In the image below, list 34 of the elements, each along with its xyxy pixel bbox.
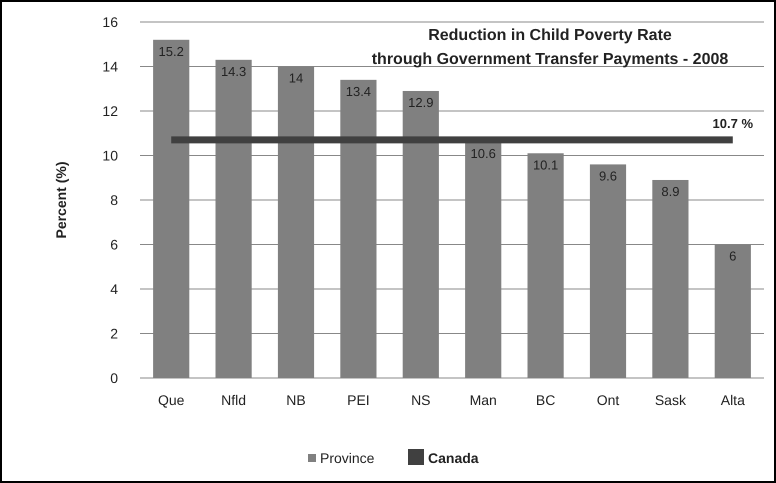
data-label: 10.1: [532, 157, 558, 172]
x-tick-label: Sask: [654, 392, 687, 408]
y-tick-label: 0: [110, 370, 118, 386]
y-tick-label: 2: [110, 326, 118, 342]
y-tick-label: 4: [110, 281, 118, 297]
y-tick-label: 12: [102, 103, 118, 119]
x-tick-label: NS: [411, 392, 431, 408]
data-label: 12.9: [408, 94, 434, 110]
y-tick-label: 10: [102, 148, 118, 164]
y-tick-label: 6: [110, 236, 118, 252]
x-tick-label: BC: [536, 392, 556, 408]
y-tick-label: 14: [102, 58, 118, 74]
data-label: 13.4: [346, 84, 372, 99]
data-label: 9.6: [598, 168, 618, 184]
data-label: 15.2: [158, 44, 184, 59]
data-label: 14.3: [220, 64, 246, 79]
x-tick-label: Alta: [720, 392, 746, 408]
y-tick-label: 8: [110, 192, 118, 208]
text: Reduction in Child Poverty Rate through Government Transfer Payments - 2008: [372, 27, 728, 68]
data-label: 10.6: [470, 146, 496, 162]
x-tick-label: NB: [286, 392, 306, 408]
x-tick-label: Nfld: [221, 392, 246, 408]
legend-label: Canada: [428, 450, 479, 466]
x-tick-label: PEI: [347, 392, 370, 408]
data-label: 6: [729, 248, 736, 264]
x-tick-label: Man: [470, 392, 497, 408]
x-tick-label: Que: [158, 392, 185, 408]
legend-label: Province: [320, 450, 375, 466]
data-label: 10.7 %: [712, 116, 754, 131]
data-label: 8.9: [661, 184, 680, 199]
data-label: 14: [288, 70, 304, 86]
y-axis-title: Percent (%): [53, 161, 69, 239]
x-tick-label: Ont: [596, 392, 620, 408]
y-tick-label: 16: [102, 14, 118, 30]
